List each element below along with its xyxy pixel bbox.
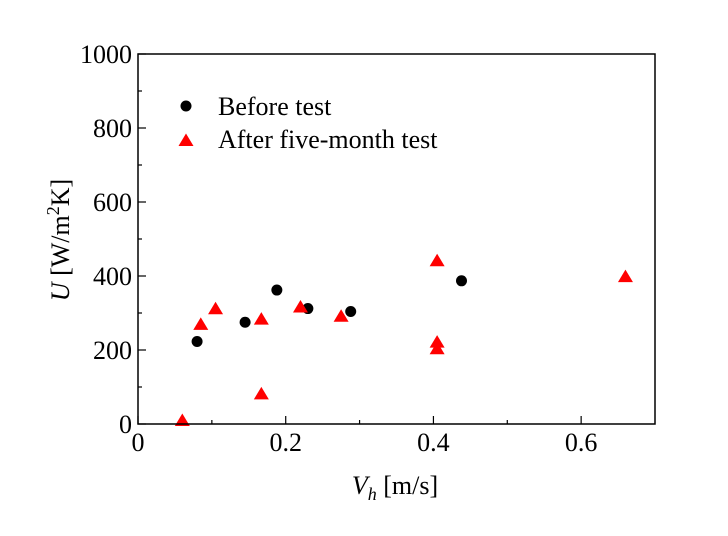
data-point-before-test (345, 306, 357, 318)
data-points (174, 253, 633, 427)
y-axis-label: U [W/m2K] (43, 179, 75, 301)
y-tick-label: 600 (93, 188, 132, 217)
data-point-after-five-month-test (193, 317, 209, 330)
data-point-before-test (455, 275, 467, 287)
y-tick-label: 0 (119, 410, 132, 439)
data-point-after-five-month-test (429, 341, 445, 355)
data-point-after-five-month-test (429, 335, 445, 348)
axis-ticks: 0 0.2 0.4 0.6 0 200 400 600 800 1000 (80, 40, 597, 457)
data-point-after-five-month-test (333, 309, 349, 322)
legend-marker-before-test (180, 100, 192, 112)
data-point-after-five-month-test (292, 299, 308, 313)
legend-label-before-test: Before test (218, 92, 332, 121)
data-point-after-five-month-test (617, 269, 633, 283)
x-tick-label: 0 (132, 428, 145, 457)
plot-area-frame (137, 53, 656, 425)
legend-label-after-five-month-test: After five-month test (218, 125, 438, 154)
y-tick-label: 400 (93, 262, 132, 291)
data-point-before-test (239, 316, 251, 328)
x-tick-label: 0.6 (565, 428, 598, 457)
x-tick-label: 0.2 (269, 428, 302, 457)
x-axis-label: Vh [m/s] (352, 471, 438, 504)
legend-marker-after-five-month-test (178, 133, 194, 146)
data-point-after-five-month-test (174, 413, 190, 427)
data-point-after-five-month-test (253, 386, 269, 400)
data-point-after-five-month-test (429, 253, 445, 267)
x-tick-label: 0.4 (417, 428, 450, 457)
data-point-before-test (191, 335, 203, 347)
data-point-after-five-month-test (253, 312, 269, 325)
y-tick-label: 1000 (80, 40, 132, 69)
y-tick-label: 200 (93, 336, 132, 365)
y-tick-label: 800 (93, 114, 132, 143)
data-point-before-test (271, 284, 283, 296)
legend: Before test After five-month test (178, 92, 438, 154)
data-point-after-five-month-test (208, 301, 224, 315)
